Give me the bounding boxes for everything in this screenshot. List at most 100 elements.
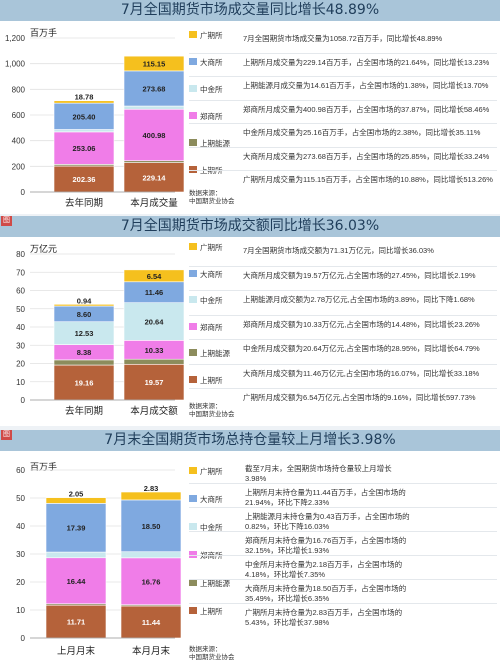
data-label: 16.76: [142, 577, 161, 586]
separator: [189, 603, 497, 604]
description-line: 大商所月末持仓量为18.50百万手，占全国市场的35.49%，环比增长6.35%: [245, 584, 407, 603]
legend-swatch: [189, 495, 197, 502]
data-label: 0.94: [77, 296, 92, 305]
data-label: 20.64: [145, 318, 165, 327]
y-tick-label: 60: [16, 466, 25, 475]
stacked-bar-chart-turnover: 0102030405060708019.162.828.3812.538.600…: [16, 250, 185, 417]
data-label: 115.15: [143, 60, 166, 69]
bar-segment: [45, 604, 107, 639]
legend-label: 上期能源: [200, 139, 230, 148]
panel-volume: 7月全国期货市场成交量同比增长48.89% 百万手 0 200 400 600 800 1…: [0, 0, 500, 214]
legend-label: 中金所: [200, 296, 223, 305]
legend-swatch: [189, 243, 197, 250]
description-line: 郑商所月末持仓量为16.76百万手，占全国市场的32.15%，环比增长1.93%: [245, 536, 407, 555]
legend-swatch: [189, 139, 197, 146]
description-line: 中金所月末持仓量为2.18百万手，占全国市场的4.18%，环比增长7.35%: [245, 560, 403, 579]
separator: [189, 170, 497, 171]
bar-segment: [120, 499, 182, 553]
y-tick-label: 50: [16, 494, 25, 503]
bar-segment: [45, 557, 107, 605]
bar-segment: [45, 497, 107, 504]
legend-swatch: [189, 523, 197, 530]
legend-swatch: [189, 85, 197, 92]
legend-swatch: [189, 322, 197, 330]
category-label: 本月成交额: [130, 405, 178, 417]
description-line: 郑商所月成交额为10.33万亿元,占全国市场的14.48%，同比增长23.26%: [243, 319, 480, 329]
description-line: 7月全国期货市场成交量为1058.72百万手，同比增长48.89%: [243, 34, 443, 43]
legend-label: 广期所: [200, 467, 223, 476]
description-line: 上期能源月成交量为14.61百万手，占全国市场的1.38%，同比增长13.70%: [243, 81, 489, 90]
y-tick-label: 400: [12, 137, 26, 146]
source-label: 数据来源：: [189, 190, 222, 197]
data-label: 12.53: [75, 329, 94, 338]
legend-label: 上期所: [200, 607, 223, 616]
legend-swatch: [189, 607, 197, 614]
bar-segment: [123, 269, 185, 283]
legend-swatch: [189, 269, 197, 277]
separator: [189, 123, 497, 124]
panel-open-interest: 7月末全国期货市场总持仓量较上月增长3.98% 图 百万手 0 10 20 30 40 5…: [0, 430, 500, 664]
legend-swatch: [189, 579, 197, 586]
legend-label: 中金所: [200, 523, 223, 532]
y-tick-label: 600: [12, 111, 26, 120]
separator: [189, 76, 497, 77]
description-line: 上期能源月成交额为2.78万亿元,占全国市场的3.89%，同比下降1.68%: [243, 295, 475, 304]
legend-swatch: [189, 467, 197, 474]
separator: [189, 52, 497, 54]
legend-swatch: [189, 551, 197, 558]
bar-segment: [53, 131, 115, 165]
y-tick-label: 10: [16, 378, 25, 387]
description-line: 截至7月末，全国期货市场持仓量较上月增长3.98%: [245, 464, 392, 483]
description-line: 7月全国期货市场成交额为71.31万亿元，同比增长36.03%: [243, 246, 434, 255]
description-line: 中金所月成交额为20.64万亿元,占全国市场的28.95%，同比增长64.79%: [243, 344, 480, 353]
legend-label: 郑商所: [200, 112, 223, 121]
data-source: 数据来源： 中国期货业协会: [189, 190, 235, 206]
description-line: 上期能源月末持仓量为0.43百万手，占全国市场的0.82%，环比下降16.03%: [245, 512, 410, 531]
separator: [189, 314, 497, 316]
legend-swatch: [189, 349, 197, 356]
y-tick-label: 20: [16, 578, 25, 587]
y-tick-label: 30: [16, 550, 25, 559]
y-tick-label: 60: [16, 287, 25, 296]
separator: [189, 483, 497, 484]
bar-segment: [53, 102, 115, 130]
data-label: 273.68: [143, 84, 166, 93]
y-tick-label: 10: [16, 606, 25, 615]
description-line: 广期所月成交额为6.54万亿元,占全国市场的9.16%，同比增长597.73%: [243, 393, 476, 402]
y-tick-label: 40: [16, 522, 25, 531]
bar-segment: [45, 503, 107, 553]
data-label: 11.46: [145, 288, 163, 297]
legend-swatch: [189, 31, 197, 38]
y-unit-label: 万亿元: [30, 244, 58, 254]
data-label: 8.60: [77, 310, 92, 319]
legend-swatch: [189, 296, 197, 303]
data-label: 229.14: [143, 173, 167, 182]
y-tick-label: 200: [12, 162, 26, 171]
bar-segment: [123, 302, 185, 341]
legend-label: 大商所: [200, 269, 223, 279]
panel-title: 7月全国期货市场成交量同比增长48.89%: [0, 0, 500, 21]
data-label: 10.33: [145, 346, 164, 355]
data-label: 19.57: [145, 378, 164, 387]
bar-segment: [53, 165, 115, 193]
data-label: 2.83: [144, 484, 159, 493]
separator: [189, 555, 497, 556]
legend-label: 广期所: [200, 31, 223, 40]
separator: [189, 579, 497, 580]
panel-turnover: 7月全国期货市场成交额同比增长36.03% 图 万亿元 0 10 20 30 40 50 6…: [0, 216, 500, 426]
data-label: 11.71: [67, 618, 85, 627]
legend-label: 上期能源: [200, 579, 230, 588]
source-name: 中国期货业协会: [189, 654, 235, 661]
y-tick-label: 40: [16, 323, 25, 332]
bar-segment: [123, 70, 185, 107]
bar-segment: [53, 100, 115, 104]
data-label: 202.36: [73, 175, 96, 184]
legend-swatch: [189, 166, 197, 173]
data-source: 数据来源： 中国期货业协会: [189, 403, 235, 419]
bar-segment: [123, 363, 185, 401]
data-label: 18.78: [75, 93, 94, 102]
y-tick-label: 800: [12, 85, 26, 94]
bar-segment: [120, 491, 182, 501]
y-tick-label: 50: [16, 305, 25, 314]
